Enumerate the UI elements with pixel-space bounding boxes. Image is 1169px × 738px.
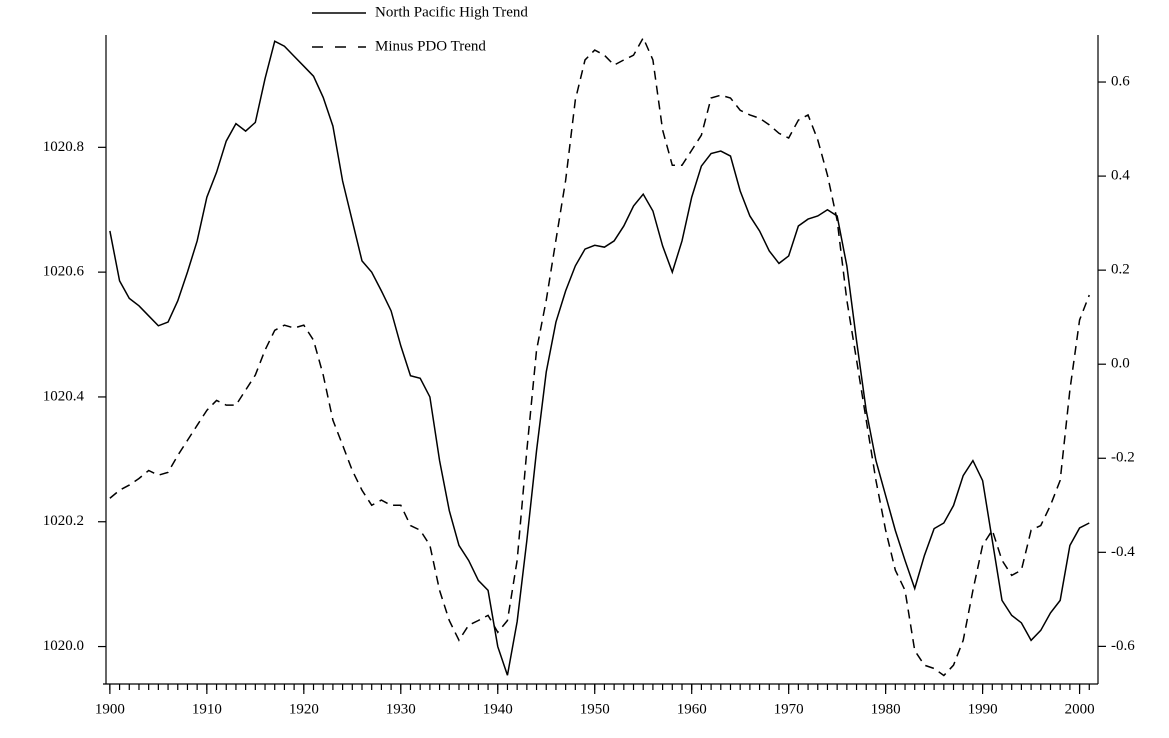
- legend-label: North Pacific High Trend: [375, 4, 528, 20]
- x-tick-label: 1940: [483, 701, 513, 717]
- y2-tick-label: -0.4: [1111, 544, 1135, 560]
- line-series: [109, 36, 1090, 677]
- line-series: [109, 40, 1090, 676]
- y-tick-label: 1020.0: [43, 638, 84, 654]
- y-tick-label: 1020.6: [43, 264, 85, 280]
- y2-tick-label: -0.2: [1111, 450, 1135, 466]
- x-tick-label: 1930: [386, 701, 416, 717]
- x-tick-label: 1970: [774, 701, 804, 717]
- x-tick-label: 1980: [871, 701, 901, 717]
- y-tick-label: 1020.4: [43, 388, 85, 404]
- y2-tick-label: 0.4: [1111, 168, 1130, 184]
- y-tick-label: 1020.2: [43, 513, 84, 529]
- x-tick-label: 2000: [1065, 701, 1095, 717]
- y2-tick-label: 0.0: [1111, 356, 1130, 372]
- x-tick-label: 1950: [580, 701, 610, 717]
- legend-label: Minus PDO Trend: [375, 38, 486, 54]
- x-tick-label: 1920: [289, 701, 319, 717]
- x-tick-label: 1910: [192, 701, 222, 717]
- y2-tick-label: 0.2: [1111, 262, 1130, 278]
- y-tick-label: 1020.8: [43, 139, 84, 155]
- y2-tick-label: -0.6: [1111, 638, 1135, 654]
- y2-tick-label: 0.6: [1111, 73, 1130, 89]
- x-tick-label: 1900: [95, 701, 125, 717]
- x-tick-label: 1960: [677, 701, 707, 717]
- x-tick-label: 1990: [968, 701, 998, 717]
